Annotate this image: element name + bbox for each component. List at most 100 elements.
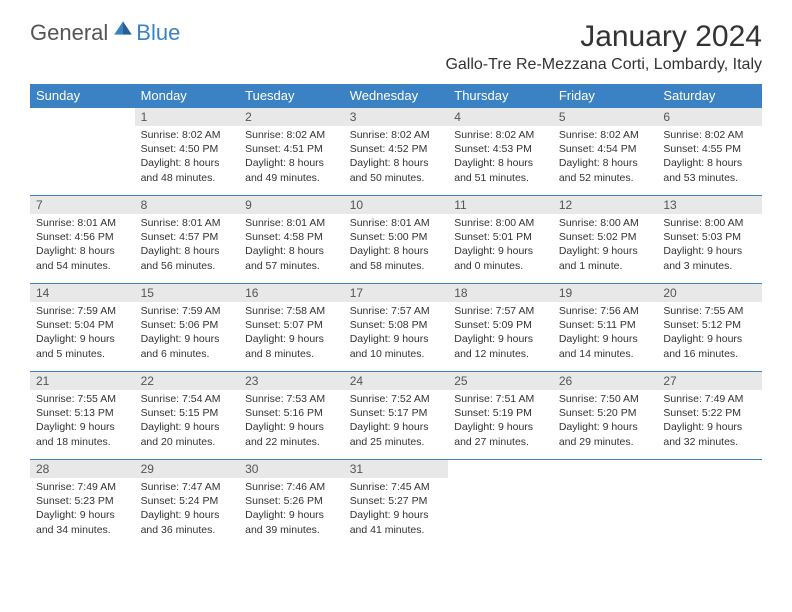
daylight-line1: Daylight: 9 hours — [454, 332, 547, 346]
sunset-text: Sunset: 5:22 PM — [663, 406, 756, 420]
daylight-line2: and 27 minutes. — [454, 435, 547, 449]
month-title: January 2024 — [445, 20, 762, 54]
sunrise-text: Sunrise: 8:00 AM — [454, 216, 547, 230]
sunset-text: Sunset: 4:51 PM — [245, 142, 338, 156]
calendar-day-cell: 30Sunrise: 7:46 AMSunset: 5:26 PMDayligh… — [239, 460, 344, 548]
day-data: Sunrise: 7:56 AMSunset: 5:11 PMDaylight:… — [553, 302, 658, 365]
daylight-line2: and 56 minutes. — [141, 259, 234, 273]
sunset-text: Sunset: 4:58 PM — [245, 230, 338, 244]
sunrise-text: Sunrise: 7:59 AM — [141, 304, 234, 318]
calendar-day-cell: 28Sunrise: 7:49 AMSunset: 5:23 PMDayligh… — [30, 460, 135, 548]
calendar-day-cell: 16Sunrise: 7:58 AMSunset: 5:07 PMDayligh… — [239, 284, 344, 372]
calendar-day-cell: 2Sunrise: 8:02 AMSunset: 4:51 PMDaylight… — [239, 108, 344, 196]
daylight-line1: Daylight: 9 hours — [559, 420, 652, 434]
day-number: 11 — [448, 196, 553, 214]
calendar-day-cell: 26Sunrise: 7:50 AMSunset: 5:20 PMDayligh… — [553, 372, 658, 460]
daylight-line1: Daylight: 9 hours — [245, 508, 338, 522]
sunset-text: Sunset: 5:01 PM — [454, 230, 547, 244]
calendar-day-cell: 17Sunrise: 7:57 AMSunset: 5:08 PMDayligh… — [344, 284, 449, 372]
daylight-line1: Daylight: 8 hours — [559, 156, 652, 170]
sunset-text: Sunset: 5:03 PM — [663, 230, 756, 244]
sunrise-text: Sunrise: 7:46 AM — [245, 480, 338, 494]
sunrise-text: Sunrise: 8:02 AM — [663, 128, 756, 142]
sunrise-text: Sunrise: 7:55 AM — [36, 392, 129, 406]
day-number: 6 — [657, 108, 762, 126]
day-number: 18 — [448, 284, 553, 302]
calendar-day-cell: 3Sunrise: 8:02 AMSunset: 4:52 PMDaylight… — [344, 108, 449, 196]
calendar-day-cell — [553, 460, 658, 548]
day-number: 16 — [239, 284, 344, 302]
daylight-line1: Daylight: 9 hours — [245, 420, 338, 434]
day-data: Sunrise: 8:00 AMSunset: 5:01 PMDaylight:… — [448, 214, 553, 277]
sunset-text: Sunset: 4:54 PM — [559, 142, 652, 156]
sunrise-text: Sunrise: 8:01 AM — [350, 216, 443, 230]
sunset-text: Sunset: 5:19 PM — [454, 406, 547, 420]
calendar-day-cell: 31Sunrise: 7:45 AMSunset: 5:27 PMDayligh… — [344, 460, 449, 548]
header: General Blue January 2024 Gallo-Tre Re-M… — [30, 20, 762, 74]
sunrise-text: Sunrise: 7:53 AM — [245, 392, 338, 406]
daylight-line1: Daylight: 8 hours — [245, 156, 338, 170]
sunrise-text: Sunrise: 8:00 AM — [559, 216, 652, 230]
calendar-week-row: 21Sunrise: 7:55 AMSunset: 5:13 PMDayligh… — [30, 372, 762, 460]
calendar-day-cell: 7Sunrise: 8:01 AMSunset: 4:56 PMDaylight… — [30, 196, 135, 284]
sunset-text: Sunset: 5:09 PM — [454, 318, 547, 332]
sunset-text: Sunset: 4:50 PM — [141, 142, 234, 156]
day-number: 2 — [239, 108, 344, 126]
sunset-text: Sunset: 5:20 PM — [559, 406, 652, 420]
day-number: 1 — [135, 108, 240, 126]
calendar-day-cell: 18Sunrise: 7:57 AMSunset: 5:09 PMDayligh… — [448, 284, 553, 372]
calendar-day-cell: 9Sunrise: 8:01 AMSunset: 4:58 PMDaylight… — [239, 196, 344, 284]
day-number: 8 — [135, 196, 240, 214]
day-data: Sunrise: 7:57 AMSunset: 5:08 PMDaylight:… — [344, 302, 449, 365]
day-number: 25 — [448, 372, 553, 390]
weekday-header: Saturday — [657, 84, 762, 108]
day-data: Sunrise: 7:58 AMSunset: 5:07 PMDaylight:… — [239, 302, 344, 365]
calendar-day-cell: 25Sunrise: 7:51 AMSunset: 5:19 PMDayligh… — [448, 372, 553, 460]
daylight-line1: Daylight: 9 hours — [141, 420, 234, 434]
day-data: Sunrise: 8:02 AMSunset: 4:50 PMDaylight:… — [135, 126, 240, 189]
calendar-week-row: 28Sunrise: 7:49 AMSunset: 5:23 PMDayligh… — [30, 460, 762, 548]
day-number: 15 — [135, 284, 240, 302]
daylight-line1: Daylight: 9 hours — [141, 332, 234, 346]
sunset-text: Sunset: 5:16 PM — [245, 406, 338, 420]
sunset-text: Sunset: 4:56 PM — [36, 230, 129, 244]
weekday-header: Sunday — [30, 84, 135, 108]
daylight-line1: Daylight: 9 hours — [559, 244, 652, 258]
calendar-week-row: 1Sunrise: 8:02 AMSunset: 4:50 PMDaylight… — [30, 108, 762, 196]
day-data: Sunrise: 7:59 AMSunset: 5:06 PMDaylight:… — [135, 302, 240, 365]
calendar-day-cell: 23Sunrise: 7:53 AMSunset: 5:16 PMDayligh… — [239, 372, 344, 460]
daylight-line1: Daylight: 9 hours — [559, 332, 652, 346]
daylight-line2: and 52 minutes. — [559, 171, 652, 185]
sunset-text: Sunset: 5:07 PM — [245, 318, 338, 332]
weekday-header: Tuesday — [239, 84, 344, 108]
day-data: Sunrise: 7:59 AMSunset: 5:04 PMDaylight:… — [30, 302, 135, 365]
title-block: January 2024 Gallo-Tre Re-Mezzana Corti,… — [445, 20, 762, 74]
logo-text-blue: Blue — [136, 20, 180, 46]
daylight-line1: Daylight: 8 hours — [36, 244, 129, 258]
day-data: Sunrise: 8:01 AMSunset: 5:00 PMDaylight:… — [344, 214, 449, 277]
day-data: Sunrise: 7:52 AMSunset: 5:17 PMDaylight:… — [344, 390, 449, 453]
day-data: Sunrise: 7:51 AMSunset: 5:19 PMDaylight:… — [448, 390, 553, 453]
daylight-line1: Daylight: 9 hours — [36, 420, 129, 434]
daylight-line2: and 58 minutes. — [350, 259, 443, 273]
location-name: Gallo-Tre Re-Mezzana Corti, Lombardy, It… — [445, 56, 762, 74]
day-number: 9 — [239, 196, 344, 214]
sunrise-text: Sunrise: 7:57 AM — [350, 304, 443, 318]
sunset-text: Sunset: 5:23 PM — [36, 494, 129, 508]
day-data: Sunrise: 7:57 AMSunset: 5:09 PMDaylight:… — [448, 302, 553, 365]
day-data: Sunrise: 7:50 AMSunset: 5:20 PMDaylight:… — [553, 390, 658, 453]
calendar-day-cell: 15Sunrise: 7:59 AMSunset: 5:06 PMDayligh… — [135, 284, 240, 372]
day-data: Sunrise: 8:02 AMSunset: 4:54 PMDaylight:… — [553, 126, 658, 189]
daylight-line2: and 0 minutes. — [454, 259, 547, 273]
day-number: 26 — [553, 372, 658, 390]
weekday-header: Wednesday — [344, 84, 449, 108]
day-number: 12 — [553, 196, 658, 214]
daylight-line2: and 34 minutes. — [36, 523, 129, 537]
day-data: Sunrise: 7:55 AMSunset: 5:13 PMDaylight:… — [30, 390, 135, 453]
sunrise-text: Sunrise: 7:55 AM — [663, 304, 756, 318]
sunrise-text: Sunrise: 7:58 AM — [245, 304, 338, 318]
sunrise-text: Sunrise: 8:02 AM — [350, 128, 443, 142]
sunrise-text: Sunrise: 7:49 AM — [36, 480, 129, 494]
sunset-text: Sunset: 5:06 PM — [141, 318, 234, 332]
logo: General Blue — [30, 20, 180, 46]
